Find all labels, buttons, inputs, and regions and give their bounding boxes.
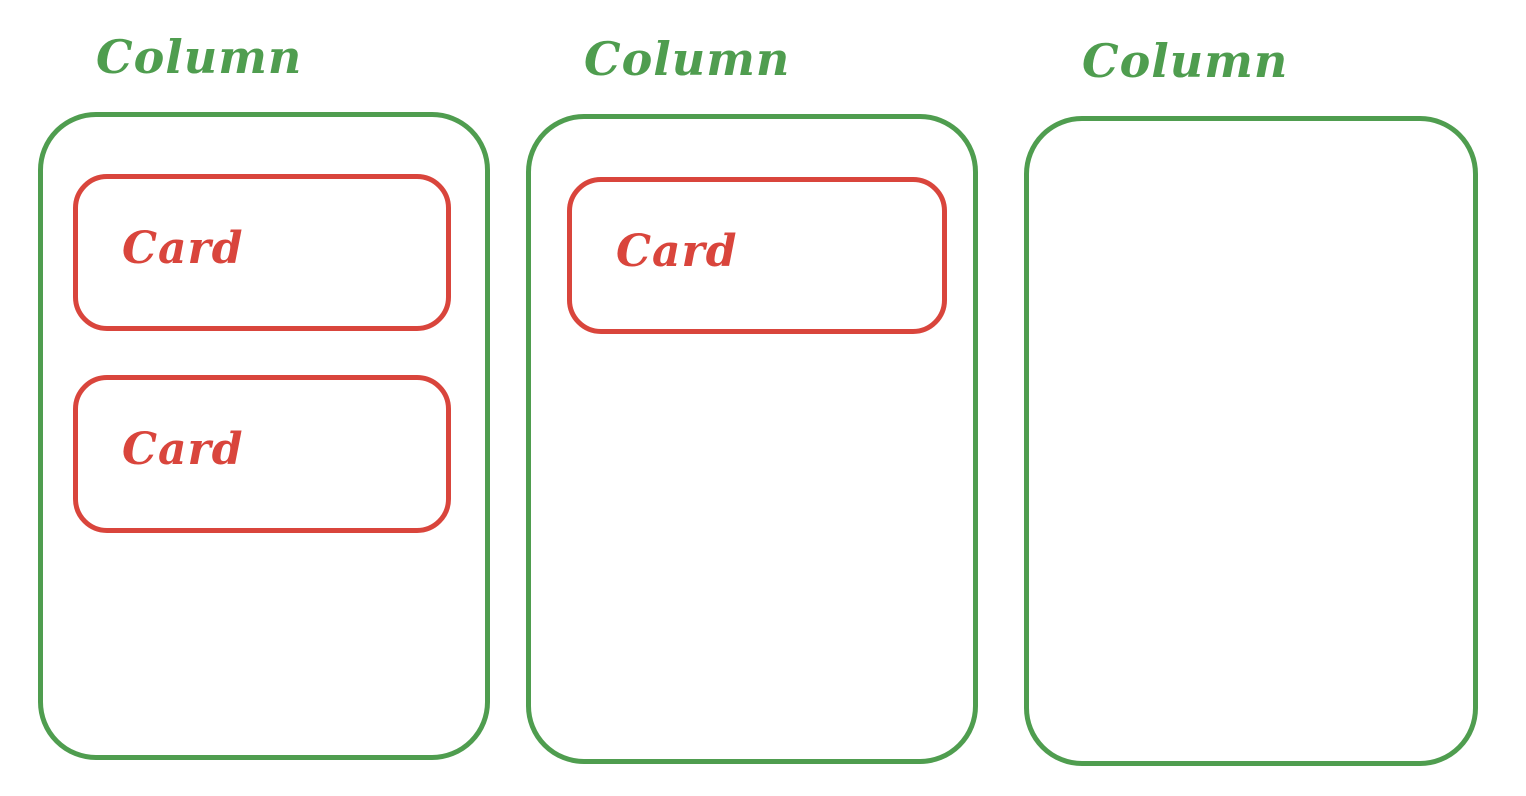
column-box: Card Card <box>38 112 490 760</box>
card-label: Card <box>122 424 244 475</box>
card[interactable]: Card <box>73 375 451 533</box>
column-box: Card <box>526 114 978 764</box>
column-box <box>1024 116 1478 766</box>
column-title: Column <box>96 30 303 84</box>
card[interactable]: Card <box>567 177 947 334</box>
card-label: Card <box>616 226 738 277</box>
column-title: Column <box>1082 34 1289 88</box>
column-title: Column <box>584 32 791 86</box>
card-label: Card <box>122 223 244 274</box>
card[interactable]: Card <box>73 174 451 331</box>
